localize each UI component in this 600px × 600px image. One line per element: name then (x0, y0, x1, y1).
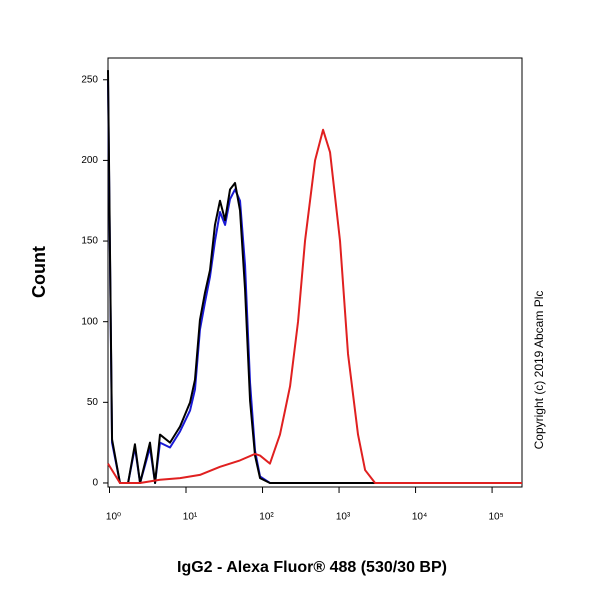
histogram-line (107, 79, 522, 484)
x-tick-label: 10⁴ (412, 512, 427, 523)
y-axis-label: Count (29, 246, 49, 298)
x-tick-label: 10¹ (183, 512, 198, 523)
plot-area (107, 70, 522, 484)
x-tick-label: 10³ (336, 512, 351, 523)
y-tick-label: 100 (81, 316, 98, 327)
y-tick-label: 200 (81, 155, 98, 166)
histogram-line (107, 128, 522, 484)
y-tick-label: 150 (81, 236, 98, 247)
plot-frame (107, 57, 523, 488)
x-axis-label: IgG2 - Alexa Fluor® 488 (530/30 BP) (177, 559, 447, 576)
x-tick-label: 10⁰ (106, 512, 121, 523)
x-tick-label: 10² (259, 512, 274, 523)
x-tick-label: 10⁵ (488, 512, 503, 523)
y-tick-label: 0 (92, 478, 98, 489)
histogram-line (107, 70, 522, 484)
y-tick-label: 50 (87, 397, 99, 408)
y-tick-label: 250 (81, 74, 98, 85)
copyright-note: Copyright (c) 2019 Abcam Plc (532, 291, 546, 450)
